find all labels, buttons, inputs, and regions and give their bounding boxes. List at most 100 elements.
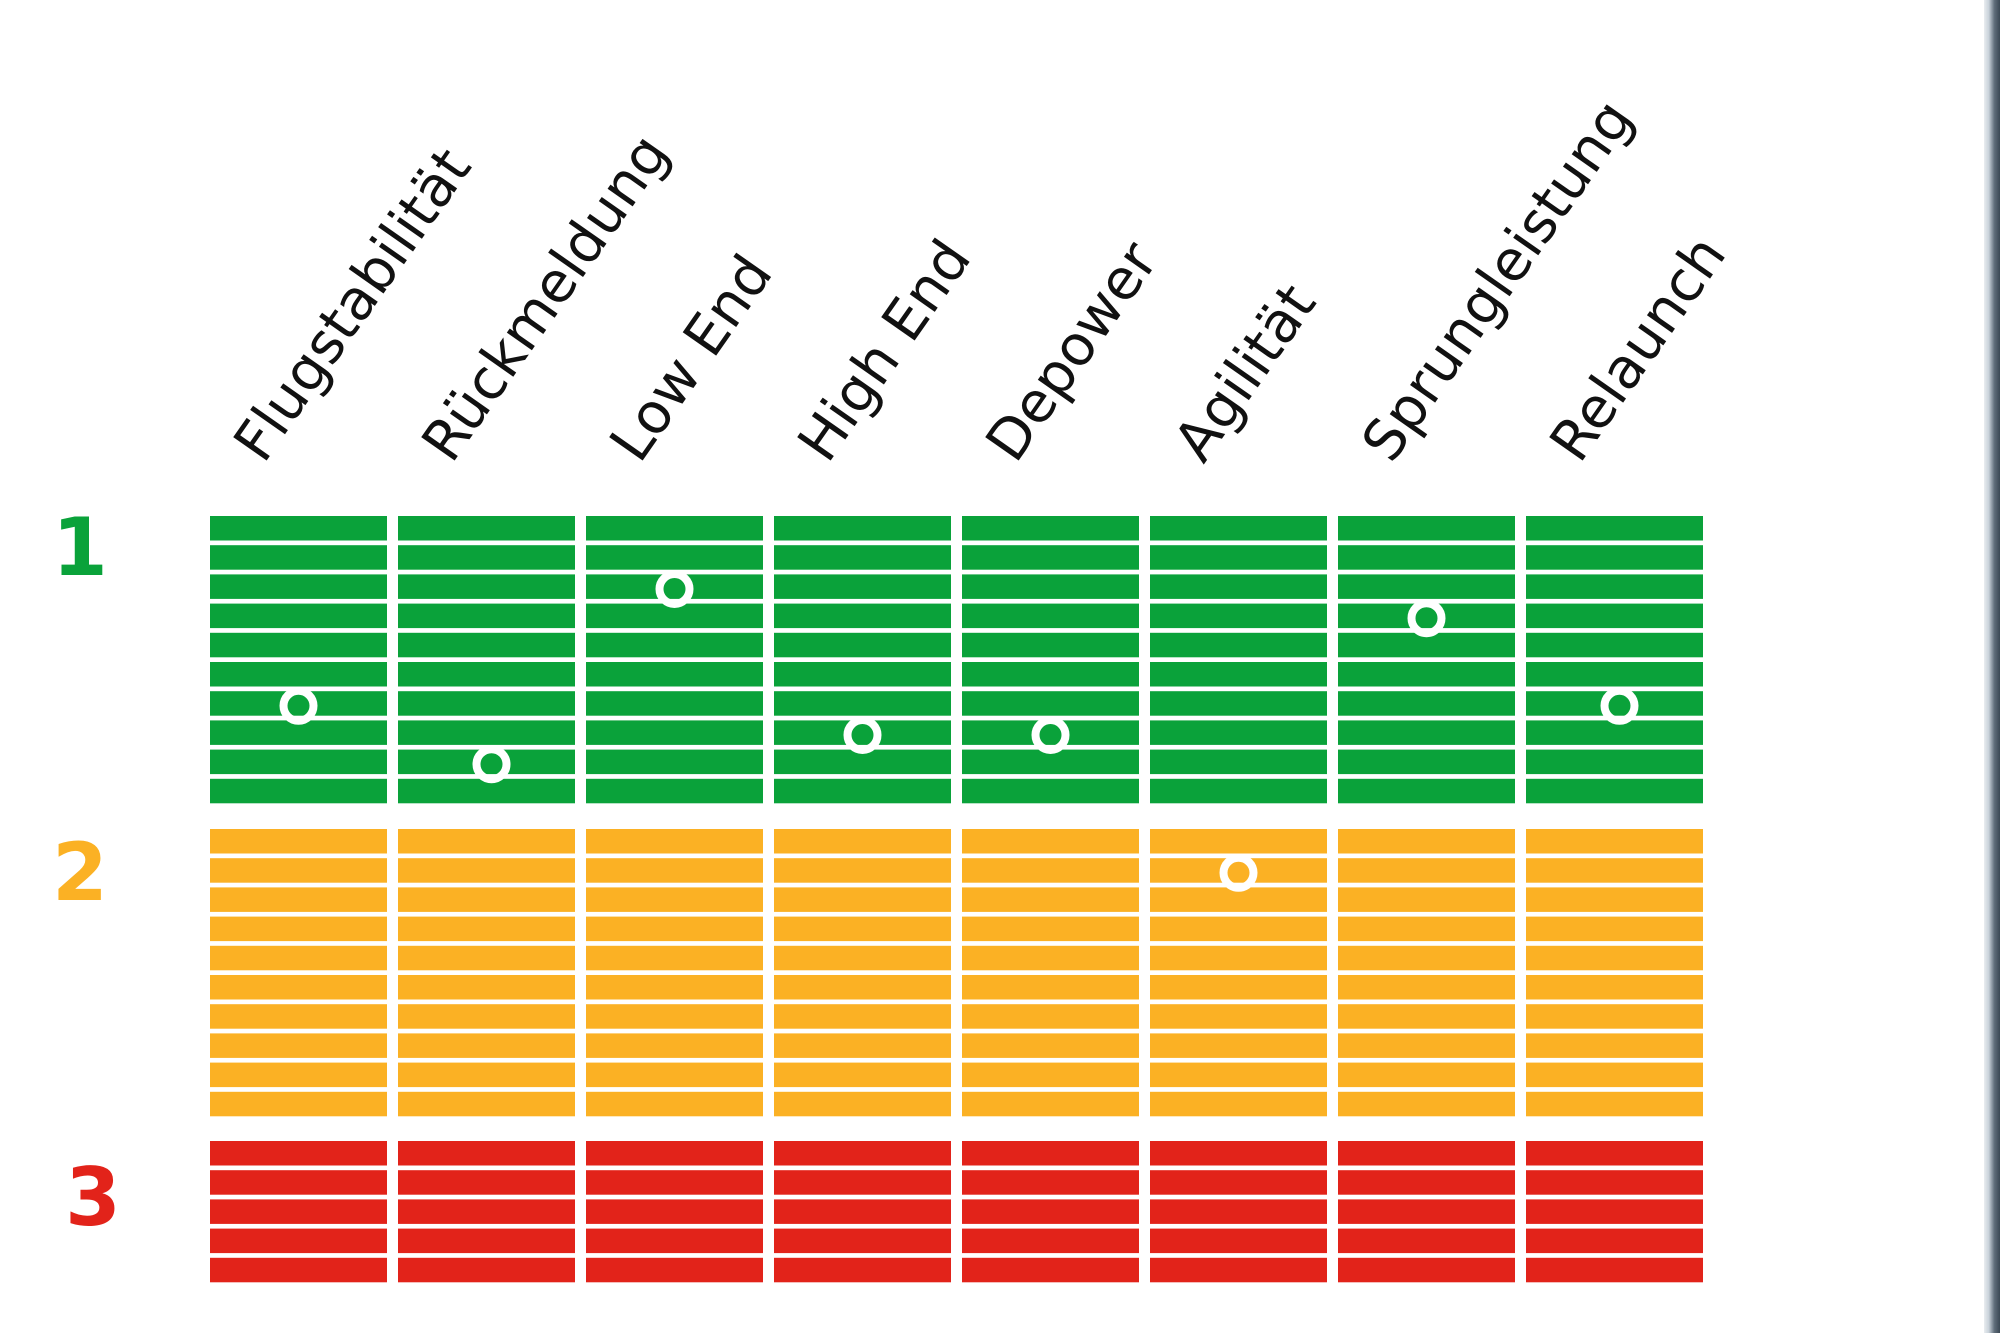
rating-stripe: [398, 916, 575, 942]
rating-stripe: [1338, 778, 1515, 804]
rating-stripe: [398, 778, 575, 804]
rating-stripe: [586, 1257, 763, 1283]
rating-stripe: [774, 1228, 951, 1254]
rating-stripe: [1338, 603, 1515, 629]
level-label: 2: [52, 826, 108, 919]
rating-stripe: [962, 945, 1139, 971]
rating-stripe: [774, 632, 951, 658]
rating-stripe: [586, 1062, 763, 1088]
rating-stripe: [1526, 975, 1703, 1000]
rating-stripe: [398, 1257, 575, 1283]
rating-stripe: [398, 603, 575, 629]
rating-stripe: [1150, 720, 1327, 745]
rating-stripe: [586, 858, 763, 883]
rating-stripe: [398, 662, 575, 687]
rating-stripe: [1338, 1062, 1515, 1088]
rating-stripe: [774, 662, 951, 687]
rating-stripe: [398, 691, 575, 716]
rating-stripe: [962, 720, 1139, 745]
rating-marker: [655, 570, 694, 608]
criterion-label: Relaunch: [1538, 224, 1739, 473]
rating-stripe: [1338, 858, 1515, 883]
rating-stripe: [962, 545, 1139, 570]
rating-stripe: [1338, 545, 1515, 570]
rating-marker: [1219, 853, 1258, 892]
rating-stripe: [586, 1033, 763, 1058]
rating-stripe: [398, 887, 575, 912]
rating-stripe: [962, 1062, 1139, 1088]
rating-stripe: [1338, 1004, 1515, 1029]
rating-stripe: [962, 603, 1139, 629]
rating-stripe: [1526, 632, 1703, 658]
rating-stripe: [586, 1004, 763, 1029]
criterion-label: Agilität: [1162, 273, 1329, 473]
rating-stripe: [1338, 749, 1515, 775]
rating-stripe: [774, 574, 951, 599]
rating-stripe: [210, 516, 387, 541]
rating-stripe: [1150, 1141, 1327, 1166]
rating-stripe: [210, 1141, 387, 1166]
rating-stripe: [1150, 516, 1327, 541]
rating-stripe: [210, 1062, 387, 1088]
rating-stripe: [774, 1062, 951, 1088]
rating-stripe: [398, 545, 575, 570]
rating-stripe: [1150, 1033, 1327, 1058]
rating-stripe: [774, 829, 951, 854]
rating-stripe: [774, 778, 951, 804]
rating-stripe: [210, 545, 387, 570]
rating-stripe: [1526, 945, 1703, 971]
rating-stripe: [586, 975, 763, 1000]
rating-stripe: [962, 1033, 1139, 1058]
rating-stripe: [774, 603, 951, 629]
rating-stripe: [210, 1091, 387, 1117]
rating-stripe: [962, 829, 1139, 854]
rating-marker: [1407, 599, 1446, 638]
rating-stripe: [1150, 916, 1327, 942]
rating-stripe: [1526, 662, 1703, 687]
rating-stripe: [962, 1091, 1139, 1117]
rating-stripe: [210, 603, 387, 629]
rating-stripe: [1338, 720, 1515, 745]
rating-stripe: [210, 778, 387, 804]
rating-stripe: [210, 887, 387, 912]
rating-marker: [843, 716, 882, 754]
rating-stripe: [774, 858, 951, 883]
rating-stripe: [962, 858, 1139, 883]
rating-stripe: [586, 574, 763, 599]
rating-stripe: [1526, 1004, 1703, 1029]
rating-stripe: [1526, 1033, 1703, 1058]
rating-stripe: [586, 1141, 763, 1166]
rating-stripe: [398, 1199, 575, 1224]
rating-stripe: [398, 945, 575, 971]
rating-stripe: [1526, 1141, 1703, 1166]
rating-stripe: [1150, 662, 1327, 687]
rating-stripe: [1526, 1257, 1703, 1283]
rating-stripe: [586, 691, 763, 716]
criterion-label: High End: [786, 229, 984, 473]
rating-stripe: [774, 1004, 951, 1029]
rating-stripe: [774, 691, 951, 716]
rating-stripe: [774, 1199, 951, 1224]
rating-stripe: [1338, 1170, 1515, 1195]
rating-stripe: [1338, 1257, 1515, 1283]
rating-stripe: [1150, 603, 1327, 629]
rating-stripe: [1338, 516, 1515, 541]
criterion-label: Depower: [974, 230, 1172, 473]
rating-marker: [1600, 686, 1639, 725]
rating-stripe: [398, 1062, 575, 1088]
rating-stripe: [1526, 1062, 1703, 1088]
rating-stripe: [210, 632, 387, 658]
rating-stripe: [1338, 1228, 1515, 1254]
rating-stripe: [1526, 1170, 1703, 1195]
rating-stripe: [962, 632, 1139, 658]
rating-stripe: [1338, 1091, 1515, 1117]
rating-stripe: [962, 574, 1139, 599]
rating-stripe: [1338, 1199, 1515, 1224]
rating-stripe: [1526, 858, 1703, 883]
rating-stripe: [1150, 691, 1327, 716]
rating-stripe: [586, 662, 763, 687]
rating-stripe: [210, 1170, 387, 1195]
rating-stripe: [398, 1170, 575, 1195]
rating-stripe: [774, 516, 951, 541]
rating-stripe: [586, 1091, 763, 1117]
